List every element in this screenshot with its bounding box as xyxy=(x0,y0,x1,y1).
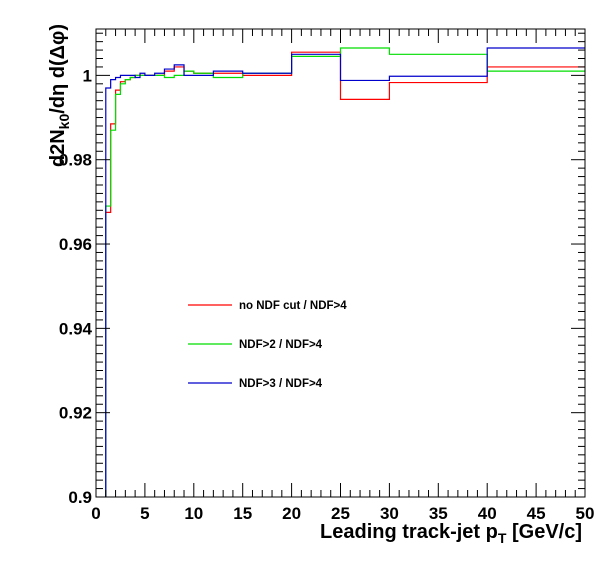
series-line-2 xyxy=(105,47,585,497)
y-tick-label: 0.98 xyxy=(59,151,92,170)
y-axis-title: d2Nk0/dη d(Δφ) xyxy=(47,24,72,167)
x-tick-label: 25 xyxy=(331,504,350,523)
x-axis-title: Leading track-jet pT [GeV/c] xyxy=(320,521,582,546)
y-tick-label: 0.96 xyxy=(59,235,92,254)
x-tick-label: 45 xyxy=(527,504,546,523)
x-tick-label: 5 xyxy=(140,504,149,523)
x-tick-label: 50 xyxy=(576,504,595,523)
x-tick-label: 40 xyxy=(478,504,497,523)
legend-label-3: NDF>3 / NDF>4 xyxy=(239,378,323,390)
x-tick-label: 0 xyxy=(91,504,100,523)
y-tick-label: 0.9 xyxy=(68,488,92,507)
x-tick-label: 15 xyxy=(233,504,252,523)
legend-label-1: no NDF cut / NDF>4 xyxy=(239,300,347,312)
x-tick-label: 10 xyxy=(184,504,203,523)
y-tick-label: 0.94 xyxy=(59,319,93,338)
x-tick-label: 35 xyxy=(429,504,448,523)
tick-labels-layer: 0 5 10 15 20 25 30 35 40 45 50 0.9 0.92 0.94 0.96 0.98 1 xyxy=(59,66,595,523)
y-tick-label: 0.92 xyxy=(59,404,92,423)
series-line-3 xyxy=(105,47,585,497)
x-tick-label: 20 xyxy=(282,504,301,523)
series-layer xyxy=(105,47,585,497)
legend-label-2: NDF>2 / NDF>4 xyxy=(239,339,323,351)
x-tick-label: 30 xyxy=(380,504,399,523)
legend: no NDF cut / NDF>4 NDF>2 / NDF>4 NDF>3 / N… xyxy=(188,300,347,390)
y-tick-label: 1 xyxy=(83,66,92,85)
ticks-layer xyxy=(95,29,586,498)
